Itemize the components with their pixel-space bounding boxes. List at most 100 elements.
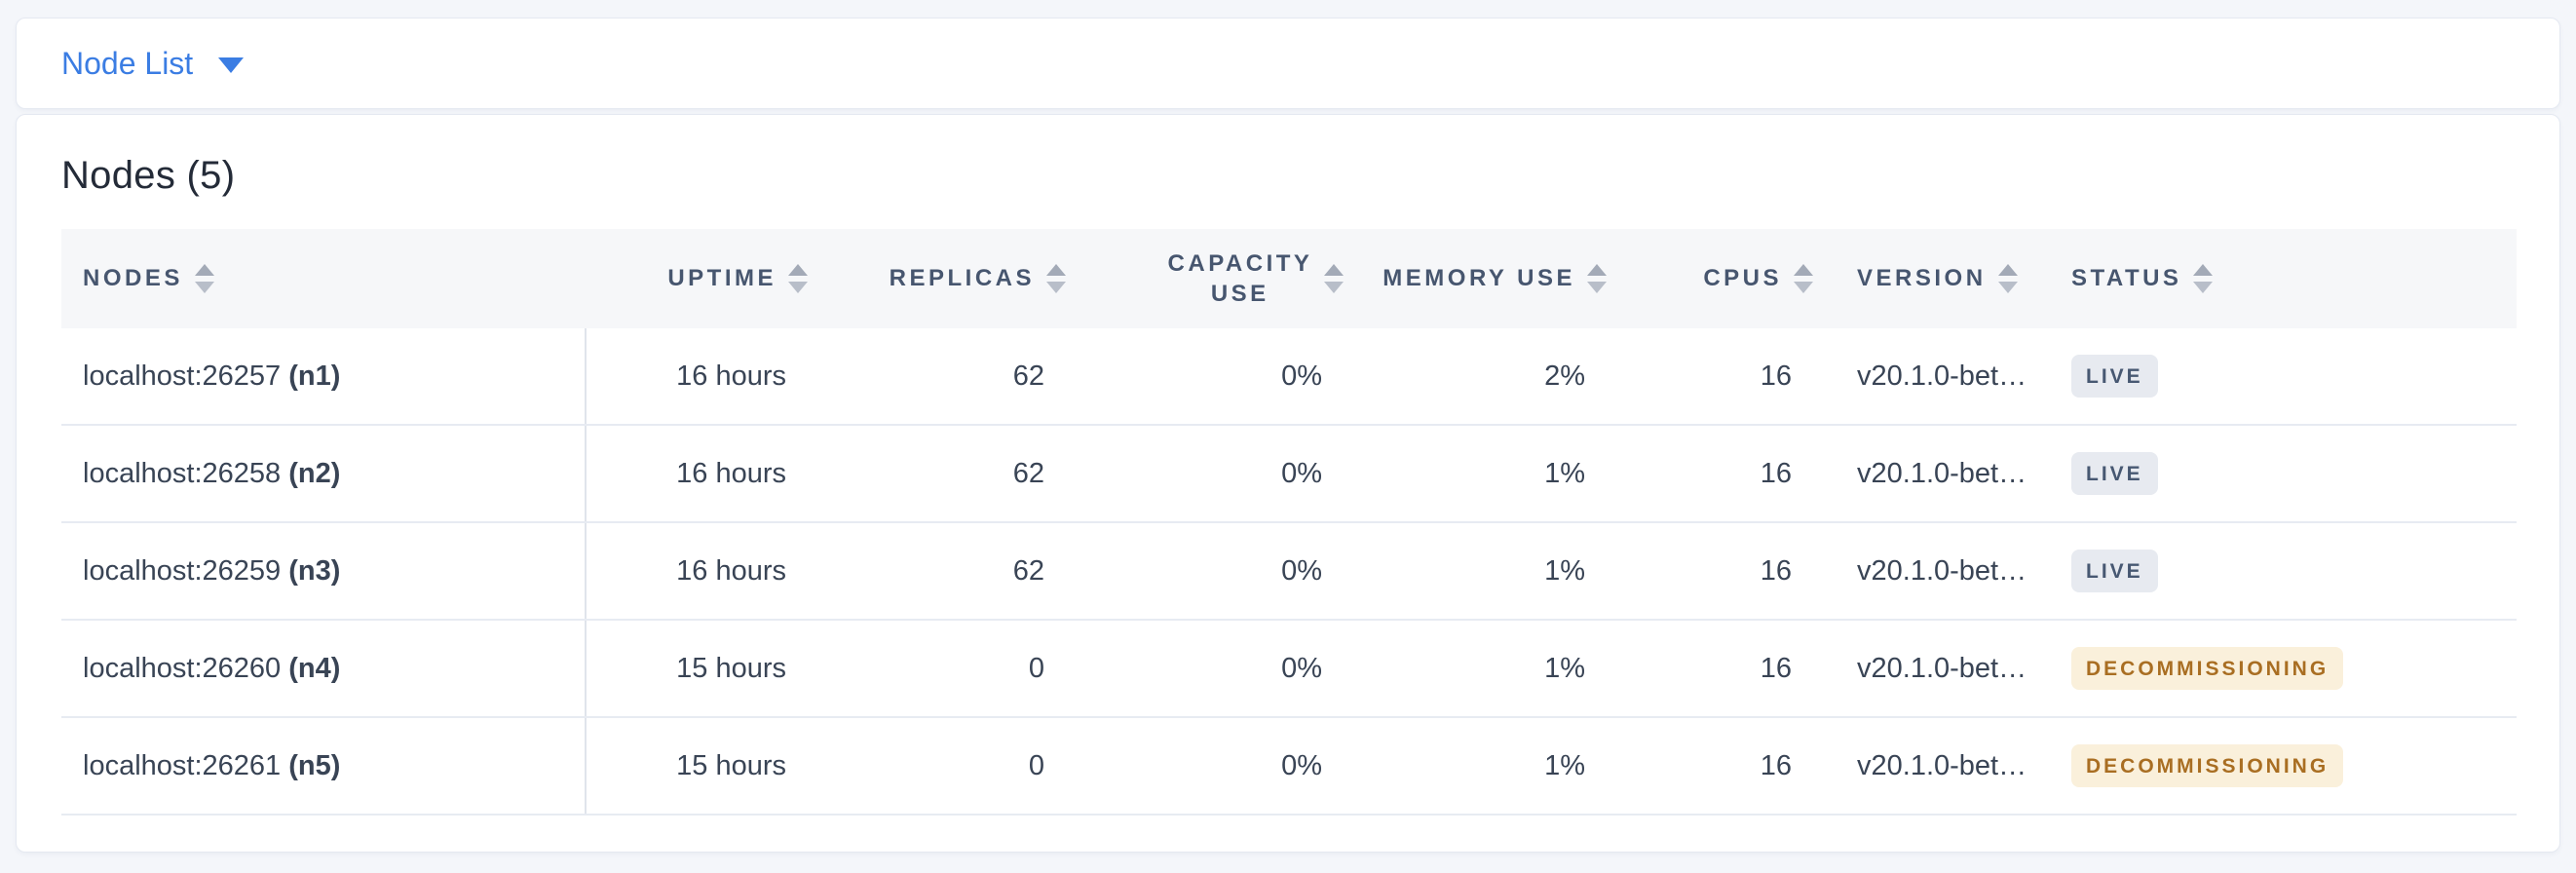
sort-up-arrow-icon [1046, 264, 1066, 276]
column-header-inner: CPUS [1618, 263, 1825, 293]
cell-cpus: 16 [1618, 620, 1825, 718]
column-header-inner: NODES [61, 263, 586, 293]
node-id: (n3) [288, 554, 341, 587]
page-title: Nodes (5) [61, 154, 236, 197]
column-header-inner: STATUS [2047, 263, 2517, 293]
column-header-label: STATUS [2071, 265, 2182, 292]
node-address: localhost:26259 [83, 554, 289, 587]
sort-icon [1046, 264, 1066, 293]
sort-up-arrow-icon [1587, 264, 1607, 276]
cell-status: LIVE [2047, 425, 2517, 523]
sort-down-arrow-icon [1587, 282, 1607, 293]
cell-replicas: 62 [819, 522, 1078, 621]
cell-uptime: 16 hours [586, 425, 819, 523]
sort-down-arrow-icon [788, 282, 808, 293]
status-badge: LIVE [2071, 355, 2158, 398]
cell-version: v20.1.0-bet… [1825, 522, 2047, 621]
sort-down-arrow-icon [1324, 282, 1344, 293]
cell-status: DECOMMISSIONING [2047, 620, 2517, 718]
sort-down-arrow-icon [1997, 282, 2018, 293]
cell-status: LIVE [2047, 328, 2517, 426]
column-header-capacity_use[interactable]: CAPACITY USE [1078, 229, 1355, 328]
sort-up-arrow-icon [788, 264, 808, 276]
cell-version: v20.1.0-bet… [1825, 328, 2047, 426]
cell-cpus: 16 [1618, 425, 1825, 523]
nodes-table: NODES UPTIME REPLICAS CAPACITY USE MEMORY US… [61, 229, 2517, 816]
node-address: localhost:26258 [83, 457, 289, 489]
column-header-label: NODES [83, 265, 183, 292]
nodes-card: Nodes (5) NODES UPTIME REPLICAS CAPACITY US… [16, 114, 2560, 853]
cell-status: DECOMMISSIONING [2047, 717, 2517, 816]
status-badge: DECOMMISSIONING [2071, 647, 2344, 690]
cell-cpus: 16 [1618, 717, 1825, 816]
node-id: (n5) [288, 749, 341, 781]
node-address: localhost:26257 [83, 360, 289, 392]
cell-uptime: 16 hours [586, 328, 819, 426]
node-address: localhost:26260 [83, 652, 289, 684]
column-header-label: CPUS [1703, 265, 1782, 292]
table-row: localhost:26257 (n1) 16 hours 62 0% 2% 16 v20.… [61, 328, 2517, 426]
column-header-inner: REPLICAS [819, 263, 1078, 293]
cell-uptime: 16 hours [586, 522, 819, 621]
cell-replicas: 0 [819, 620, 1078, 718]
table-header-row: NODES UPTIME REPLICAS CAPACITY USE MEMORY US… [61, 229, 2517, 328]
cell-replicas: 0 [819, 717, 1078, 816]
cell-replicas: 62 [819, 425, 1078, 523]
cell-nodes: localhost:26260 (n4) [61, 620, 587, 718]
caret-down-icon [218, 57, 245, 73]
cell-nodes: localhost:26258 (n2) [61, 425, 587, 523]
table-row: localhost:26260 (n4) 15 hours 0 0% 1% 16 v20.1… [61, 620, 2517, 718]
cell-cpus: 16 [1618, 328, 1825, 426]
sort-icon [1997, 264, 2018, 293]
column-header-version[interactable]: VERSION [1825, 229, 2047, 328]
sort-down-arrow-icon [2193, 282, 2214, 293]
table-row: localhost:26258 (n2) 16 hours 62 0% 1% 16 v20.… [61, 425, 2517, 523]
sort-down-arrow-icon [1794, 282, 1813, 293]
node-id: (n1) [288, 360, 341, 392]
column-header-status[interactable]: STATUS [2047, 229, 2517, 328]
column-header-uptime[interactable]: UPTIME [586, 229, 819, 328]
table-row: localhost:26261 (n5) 15 hours 0 0% 1% 16 v20.1… [61, 717, 2517, 816]
column-header-inner: MEMORY USE [1355, 263, 1618, 293]
column-header-memory_use[interactable]: MEMORY USE [1355, 229, 1618, 328]
sort-icon [2193, 264, 2214, 293]
cell-capacity_use: 0% [1078, 522, 1355, 621]
sort-up-arrow-icon [1324, 264, 1344, 276]
cell-memory_use: 1% [1355, 425, 1618, 523]
sort-icon [1587, 264, 1607, 293]
cell-memory_use: 1% [1355, 620, 1618, 718]
sort-up-arrow-icon [1794, 264, 1813, 276]
cell-nodes: localhost:26261 (n5) [61, 717, 587, 816]
column-header-label: REPLICAS [889, 265, 1035, 292]
sort-up-arrow-icon [2193, 264, 2214, 276]
view-selector-label: Node List [61, 46, 194, 81]
column-header-inner: CAPACITY USE [1078, 248, 1355, 309]
cell-memory_use: 2% [1355, 328, 1618, 426]
cell-cpus: 16 [1618, 522, 1825, 621]
sort-up-arrow-icon [1997, 264, 2018, 276]
column-header-label: MEMORY USE [1383, 265, 1575, 292]
column-header-inner: VERSION [1825, 263, 2047, 293]
cell-capacity_use: 0% [1078, 425, 1355, 523]
column-header-label: VERSION [1857, 265, 1987, 292]
sort-icon [194, 264, 214, 293]
column-header-replicas[interactable]: REPLICAS [819, 229, 1078, 328]
view-selector-dropdown[interactable]: Node List [61, 46, 245, 81]
column-header-label: UPTIME [667, 265, 777, 292]
column-header-inner: UPTIME [586, 263, 819, 293]
sort-down-arrow-icon [1046, 282, 1066, 293]
column-header-cpus[interactable]: CPUS [1618, 229, 1825, 328]
node-id: (n2) [288, 457, 341, 489]
sort-icon [788, 264, 808, 293]
sort-down-arrow-icon [194, 282, 214, 293]
column-header-label: CAPACITY USE [1167, 249, 1313, 307]
cell-memory_use: 1% [1355, 522, 1618, 621]
status-badge: LIVE [2071, 452, 2158, 495]
node-address: localhost:26261 [83, 749, 289, 781]
cell-nodes: localhost:26259 (n3) [61, 522, 587, 621]
column-header-nodes[interactable]: NODES [61, 229, 586, 328]
cell-replicas: 62 [819, 328, 1078, 426]
cell-uptime: 15 hours [586, 717, 819, 816]
cell-version: v20.1.0-bet… [1825, 425, 2047, 523]
